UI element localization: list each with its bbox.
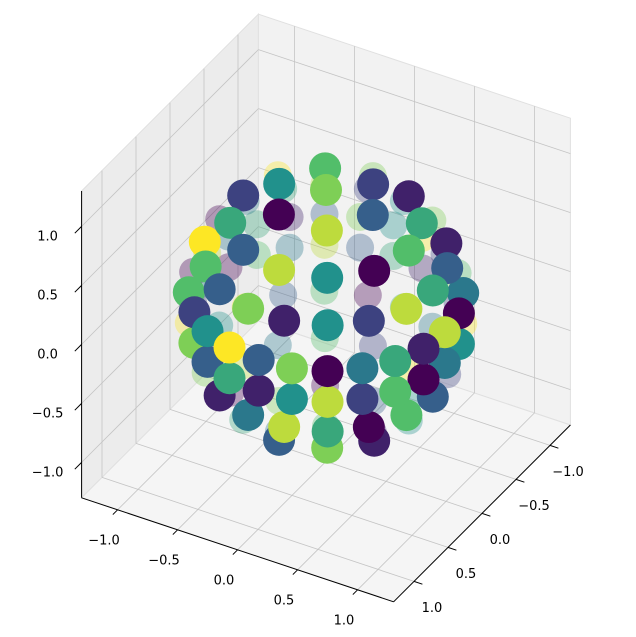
grid-line: [81, 108, 259, 286]
z-tick-label: 0.5: [37, 288, 58, 303]
point: [407, 363, 440, 396]
point: [379, 375, 412, 408]
point: [311, 261, 344, 294]
z-tick-label: 0.0: [37, 347, 58, 362]
y-tick-label: −0.5: [518, 499, 550, 514]
grid-line: [258, 49, 571, 154]
point: [242, 343, 275, 376]
point: [392, 180, 425, 213]
z-tick-label: −0.5: [32, 406, 64, 421]
point: [358, 254, 391, 287]
point: [191, 315, 224, 348]
grid-line: [101, 477, 415, 582]
point: [227, 233, 260, 266]
y-tick-mark: [549, 444, 559, 449]
point: [232, 292, 265, 325]
point: [275, 352, 308, 385]
x-tick-label: 1.0: [334, 614, 355, 629]
grid-line: [258, 108, 571, 213]
x-tick-mark: [232, 549, 238, 555]
point: [353, 281, 382, 310]
point: [213, 331, 246, 364]
point: [379, 345, 412, 378]
point: [269, 281, 298, 310]
x-tick-mark: [172, 529, 178, 535]
grid-line: [135, 443, 449, 548]
point: [392, 234, 425, 267]
y-tick-mark: [447, 546, 457, 551]
y-tick-label: −1.0: [552, 465, 584, 480]
x-tick-mark: [112, 509, 118, 515]
grid-line: [81, 49, 259, 227]
point: [357, 168, 390, 201]
x-tick-label: −1.0: [88, 534, 120, 549]
y-tick-mark: [515, 478, 525, 483]
x-tick-mark: [292, 569, 298, 575]
y-axis-line: [393, 424, 571, 603]
x-tick-mark: [352, 589, 358, 595]
z-tick-mark: [74, 462, 82, 470]
point: [430, 227, 463, 260]
x-tick-label: 0.5: [274, 594, 295, 609]
z-tick-mark: [74, 285, 82, 293]
point: [352, 411, 385, 444]
point: [268, 304, 301, 337]
point: [188, 225, 221, 258]
point: [346, 352, 379, 385]
point: [405, 207, 438, 240]
x-tick-label: −0.5: [148, 554, 180, 569]
point: [275, 383, 308, 416]
point: [390, 292, 423, 325]
z-tick-label: 1.0: [37, 229, 58, 244]
point: [232, 398, 265, 431]
point: [311, 355, 344, 388]
y-tick-mark: [481, 512, 491, 517]
point: [263, 167, 296, 200]
z-tick-mark: [74, 226, 82, 234]
y-tick-label: 0.0: [490, 533, 511, 548]
point: [203, 273, 236, 306]
y-tick-mark: [413, 580, 423, 585]
z-tick-mark: [74, 344, 82, 352]
point: [213, 362, 246, 395]
x-tick-label: 0.0: [214, 574, 235, 589]
point: [268, 410, 301, 443]
point: [263, 253, 296, 286]
point: [310, 174, 342, 206]
z-tick-label: −1.0: [32, 465, 64, 480]
point: [262, 198, 295, 231]
point: [227, 179, 260, 212]
y-tick-label: 1.0: [422, 601, 443, 616]
grid-line: [258, 226, 571, 331]
point: [416, 274, 449, 307]
point: [310, 214, 343, 247]
point: [407, 332, 440, 365]
point: [356, 199, 389, 232]
point: [352, 304, 385, 337]
point: [346, 382, 379, 415]
point: [311, 415, 344, 448]
x-axis-line: [81, 497, 394, 603]
z-tick-mark: [74, 403, 82, 411]
grid-line: [81, 285, 259, 463]
point: [311, 385, 344, 418]
point: [346, 233, 375, 262]
point: [242, 374, 275, 407]
point: [311, 309, 344, 342]
y-tick-label: 0.5: [456, 567, 477, 582]
point: [214, 206, 247, 239]
